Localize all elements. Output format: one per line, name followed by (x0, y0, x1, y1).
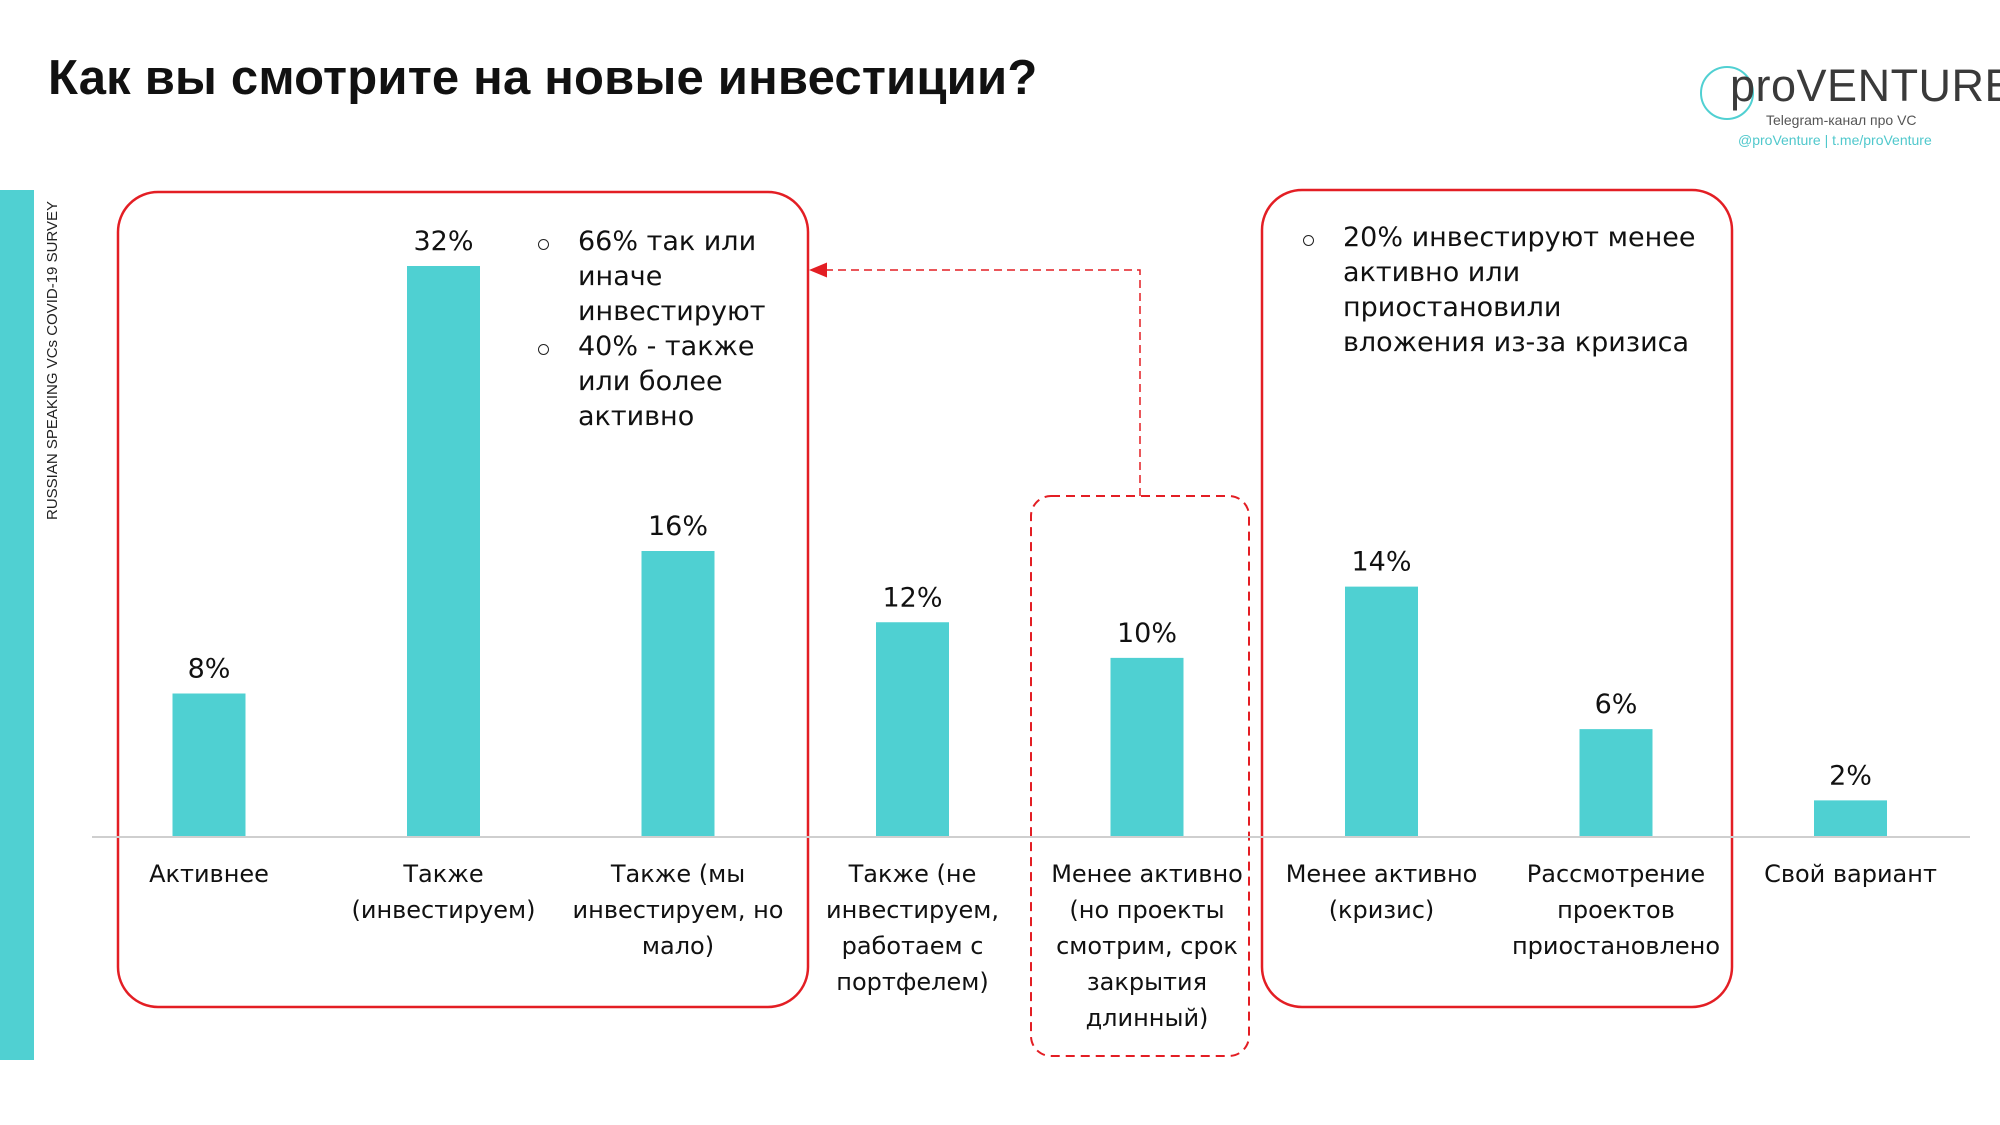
left-callout-item: 66% так или иначе инвестируют (532, 224, 802, 329)
bar-data-label: 16% (648, 511, 708, 542)
category-label-line: длинный) (1086, 1004, 1209, 1032)
category-label: Также (не инвестируем, работаем с портфелем… (826, 860, 999, 996)
right-highlight-box (1260, 188, 1734, 1009)
bar (1345, 586, 1418, 836)
logo-links: @proVenture | t.me/proVenture (1738, 132, 1932, 148)
category-label-line: (но проекты (1069, 896, 1224, 924)
bar (1814, 800, 1887, 836)
category-label: Также (инвестируем) (351, 860, 535, 924)
category-label-line: инвестируем, но (573, 896, 784, 924)
category-label-line: Также (мы (610, 860, 745, 888)
page-title: Как вы смотрите на новые инвестиции? (48, 51, 1038, 105)
category-label-line: Также (402, 860, 483, 888)
bar-data-label: 6% (1595, 689, 1638, 720)
right-callout: 20% инвестируют менее активно или приост… (1297, 220, 1707, 360)
category-label: Рассмотрение проектов приостановлено (1512, 860, 1720, 960)
category-label-line: инвестируем, (826, 896, 999, 924)
category-label-line: Менее активно (1286, 860, 1478, 888)
category-label-line: работаем с (842, 932, 984, 960)
left-callout: 66% так или иначе инвестируют 40% - такж… (532, 224, 802, 434)
brand-logo: proVENTURE Telegram-канал про VC @proVen… (1700, 60, 2000, 160)
category-label-line: мало) (642, 932, 714, 960)
category-label-line: Менее активно (1051, 860, 1243, 888)
dashed-highlight-box (1030, 495, 1250, 1057)
logo-circle-icon (1700, 66, 1754, 120)
bar-data-label: 8% (188, 654, 231, 685)
logo-tagline: Telegram-канал про VC (1766, 112, 1917, 128)
logo-wordmark: proVENTURE (1730, 60, 2000, 111)
bar-data-label: 14% (1351, 547, 1411, 578)
bar (1579, 729, 1653, 836)
category-label: Также (мы инвестируем, но мало) (573, 860, 784, 960)
category-label: Свой вариант (1764, 860, 1937, 888)
bar-data-label: 2% (1829, 760, 1872, 791)
category-label: Менее активно (кризис) (1286, 860, 1478, 924)
category-label-line: смотрим, срок (1056, 932, 1238, 960)
category-label-line: Активнее (149, 860, 269, 888)
left-highlight-box (116, 190, 810, 1009)
category-label-line: Также (не (848, 860, 977, 888)
left-callout-item: 40% - также или более активно (532, 329, 802, 434)
category-label-line: приостановлено (1512, 932, 1720, 960)
category-label-line: проектов (1557, 896, 1675, 924)
category-label-line: закрытия (1087, 968, 1207, 996)
bar-data-label: 12% (882, 582, 942, 613)
category-label: Менее активно (но проекты смотрим, срок зак… (1051, 860, 1243, 1032)
bar (641, 551, 715, 836)
right-callout-item: 20% инвестируют менее активно или приост… (1297, 220, 1707, 360)
bar (407, 266, 480, 836)
bar (1110, 657, 1184, 836)
connector-arrow (809, 262, 1141, 496)
bar (876, 622, 949, 836)
category-label-line: Рассмотрение (1527, 860, 1705, 888)
bar-data-label: 32% (413, 226, 473, 257)
category-label: Активнее (149, 860, 269, 888)
category-label-line: Свой вариант (1764, 860, 1937, 888)
category-label-line: (кризис) (1329, 896, 1435, 924)
bar-series: 8% Активнее 32% Также (инвестируем) 16% Также … (149, 226, 1937, 1032)
category-label-line: портфелем) (836, 968, 988, 996)
side-accent-stripe (0, 190, 34, 1060)
bar-data-label: 10% (1117, 618, 1177, 649)
category-label-line: (инвестируем) (351, 896, 535, 924)
bar (172, 693, 246, 836)
